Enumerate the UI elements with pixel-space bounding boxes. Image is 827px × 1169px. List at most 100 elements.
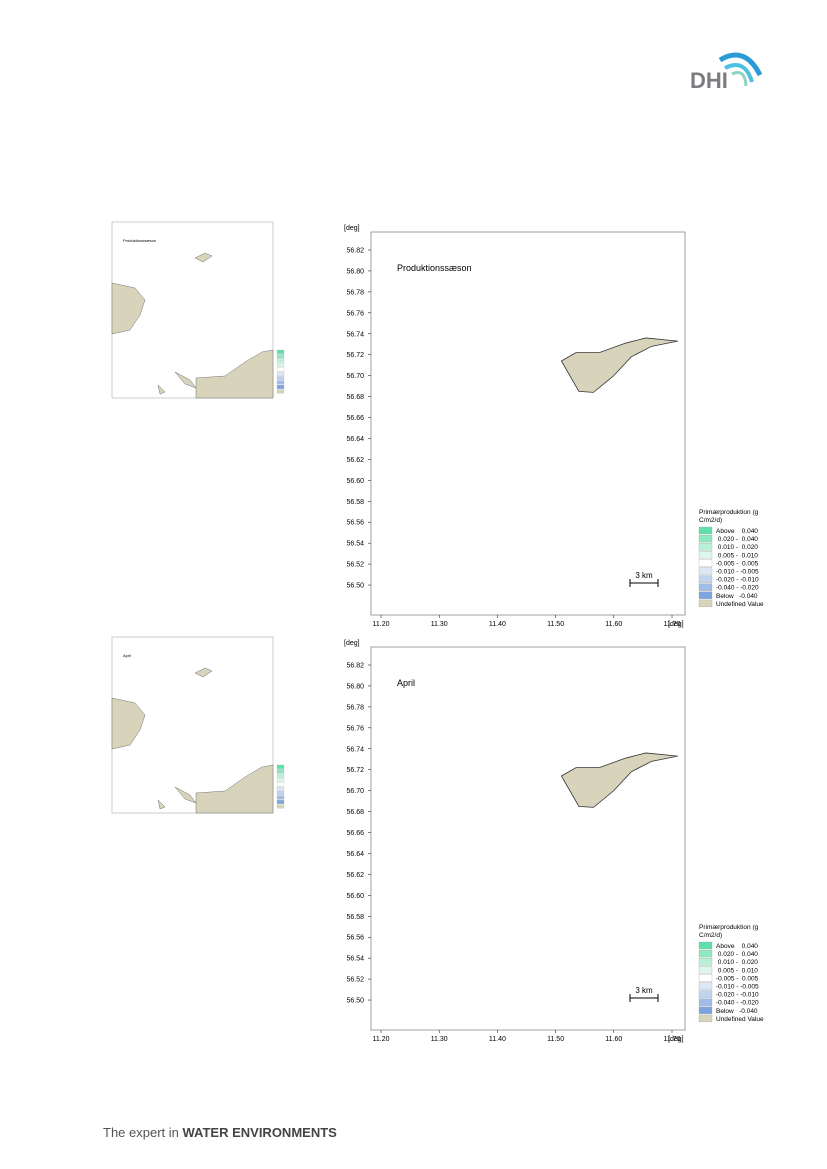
- map-title: April: [397, 678, 415, 688]
- legend-label: Above 0.040: [716, 528, 758, 535]
- inset-legend-swatch: [276, 773, 285, 778]
- inset-legend-swatch: [276, 376, 285, 381]
- y-tick-label: 56.78: [346, 289, 364, 296]
- y-tick-label: 56.64: [346, 851, 364, 858]
- x-tick-label: 11.50: [547, 1036, 564, 1043]
- y-tick-label: 56.74: [346, 746, 364, 753]
- y-tick-label: 56.72: [346, 352, 364, 359]
- y-tick-label: 56.82: [346, 663, 364, 670]
- land: [560, 752, 678, 808]
- inset-legend-swatch: [276, 363, 285, 367]
- inset-legend-swatch: [276, 367, 285, 372]
- y-tick-label: 56.50: [346, 583, 364, 590]
- legend-swatch: [698, 1006, 713, 1014]
- y-tick-label: 56.56: [346, 935, 364, 942]
- logo-arc: [718, 52, 763, 77]
- inset-land: [174, 786, 197, 804]
- y-tick-label: 56.76: [346, 725, 364, 732]
- legend-swatch: [698, 958, 713, 966]
- inset-map: Produktionssæson: [111, 221, 285, 399]
- logo: DHI: [690, 52, 763, 93]
- legend-label: -0.020 - -0.010: [716, 992, 759, 999]
- inset-land: [195, 349, 274, 399]
- y-tick-label: 56.72: [346, 767, 364, 774]
- legend-swatch: [698, 575, 713, 583]
- y-axis-label: [deg]: [344, 225, 360, 232]
- legend-label: Undefined Value: [716, 1016, 764, 1023]
- legend-swatch: [698, 949, 713, 958]
- inset-legend-swatch: [276, 389, 285, 394]
- y-tick-label: 56.54: [346, 956, 364, 963]
- scale-bar: [629, 994, 659, 1002]
- x-axis-label: [deg]: [668, 621, 684, 628]
- y-tick-label: 56.58: [346, 499, 364, 506]
- legend-label: -0.005 - 0.005: [716, 975, 759, 982]
- legend-swatch: [698, 974, 713, 982]
- legend-swatch: [698, 583, 713, 591]
- y-tick-label: 56.66: [346, 415, 364, 422]
- legend-label: 0.020 - 0.040: [716, 951, 758, 958]
- legend-label: 0.005 - 0.010: [716, 552, 758, 559]
- y-tick-label: 56.56: [346, 520, 364, 527]
- inset-legend-swatch: [276, 782, 285, 787]
- y-tick-label: 56.52: [346, 562, 364, 569]
- inset-legend-swatch: [276, 349, 285, 354]
- scale-bar: [629, 579, 659, 587]
- y-tick-label: 56.50: [346, 998, 364, 1005]
- inset-title: Produktionssæson: [123, 238, 156, 243]
- legend-swatch: [698, 534, 713, 543]
- legend-swatch: [698, 526, 713, 535]
- inset-land: [111, 282, 146, 335]
- legend-swatch: [698, 567, 713, 575]
- y-tick-label: 56.78: [346, 704, 364, 711]
- x-tick-label: 11.60: [605, 1036, 622, 1043]
- inset-legend-swatch: [276, 804, 285, 809]
- inset-title: April: [123, 653, 131, 658]
- x-tick-label: 11.20: [373, 621, 390, 628]
- legend-title: C/m2/d): [699, 517, 722, 524]
- inset-legend-swatch: [276, 764, 285, 769]
- x-tick-label: 11.40: [489, 1036, 506, 1043]
- y-tick-label: 56.74: [346, 331, 364, 338]
- legend-label: -0.040 - -0.020: [716, 585, 759, 592]
- legend-swatch: [698, 990, 713, 998]
- inset-legend-swatch: [276, 358, 285, 363]
- inset-land: [174, 371, 197, 389]
- x-tick-label: 11.30: [431, 1036, 448, 1043]
- inset-land: [157, 799, 166, 810]
- legend-swatch: [698, 591, 713, 599]
- inset-legend-swatch: [276, 791, 285, 796]
- legend-label: -0.010 - -0.005: [716, 569, 759, 576]
- figure: April [deg] 56.82 56.80 56.78 56.76 56.74 56.72…: [111, 636, 764, 1043]
- scale-label: 3 km: [635, 986, 653, 995]
- x-tick-label: 11.70: [664, 621, 681, 628]
- scale-label: 3 km: [635, 571, 653, 580]
- legend-swatch: [698, 599, 713, 608]
- inset-land: [194, 667, 213, 678]
- x-tick-label: 11.60: [605, 621, 622, 628]
- figure: Produktionssæson [deg] 56.82 56.80 56.78 56.7…: [111, 221, 764, 628]
- map-frame: [370, 231, 686, 616]
- inset-legend-swatch: [276, 778, 285, 782]
- inset-legend-swatch: [276, 371, 285, 376]
- footer-emphasis: WATER ENVIRONMENTS: [183, 1125, 338, 1140]
- x-tick-label: 11.30: [431, 621, 448, 628]
- legend-label: 0.010 - 0.020: [716, 544, 758, 551]
- y-tick-label: 56.62: [346, 872, 364, 879]
- legend-swatch: [698, 551, 713, 559]
- y-tick-label: 56.68: [346, 394, 364, 401]
- inset-land: [157, 384, 166, 395]
- y-tick-label: 56.70: [346, 788, 364, 795]
- logo-arc: [731, 71, 748, 87]
- y-tick-label: 56.62: [346, 457, 364, 464]
- x-axis-label: [deg]: [668, 1036, 684, 1043]
- inset-map: April: [111, 636, 285, 814]
- y-tick-label: 56.58: [346, 914, 364, 921]
- legend-swatch: [698, 543, 713, 551]
- x-tick-label: 11.50: [547, 621, 564, 628]
- y-tick-label: 56.60: [346, 893, 364, 900]
- y-tick-label: 56.80: [346, 683, 364, 690]
- legend-label: 0.005 - 0.010: [716, 967, 758, 974]
